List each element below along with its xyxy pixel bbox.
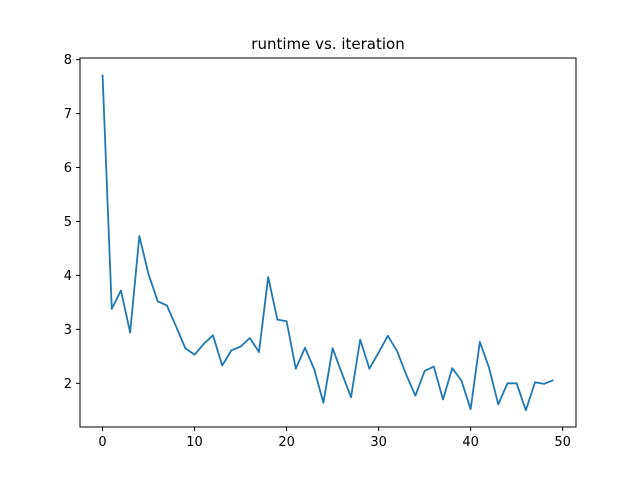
chart-title: runtime vs. iteration — [251, 35, 404, 53]
x-tick-label: 0 — [98, 435, 106, 450]
x-tick-label: 50 — [554, 435, 571, 450]
series-line — [101, 74, 554, 412]
x-axis: 0 10 20 30 40 50 — [98, 427, 571, 450]
x-tick-label: 30 — [370, 435, 387, 450]
y-axis: 2 3 4 5 6 7 8 — [64, 53, 80, 392]
x-tick-label: 40 — [462, 435, 479, 450]
y-tick-label: 8 — [64, 53, 72, 68]
series-layer — [101, 74, 554, 412]
y-tick-label: 4 — [64, 269, 72, 284]
y-tick-label: 3 — [64, 323, 72, 338]
y-tick-label: 5 — [64, 215, 72, 230]
x-tick-label: 20 — [278, 435, 295, 450]
x-tick-label: 10 — [186, 435, 203, 450]
y-tick-label: 2 — [64, 377, 72, 392]
plot-area-frame — [79, 57, 577, 428]
y-tick-label: 6 — [64, 161, 72, 176]
y-tick-label: 7 — [64, 107, 72, 122]
